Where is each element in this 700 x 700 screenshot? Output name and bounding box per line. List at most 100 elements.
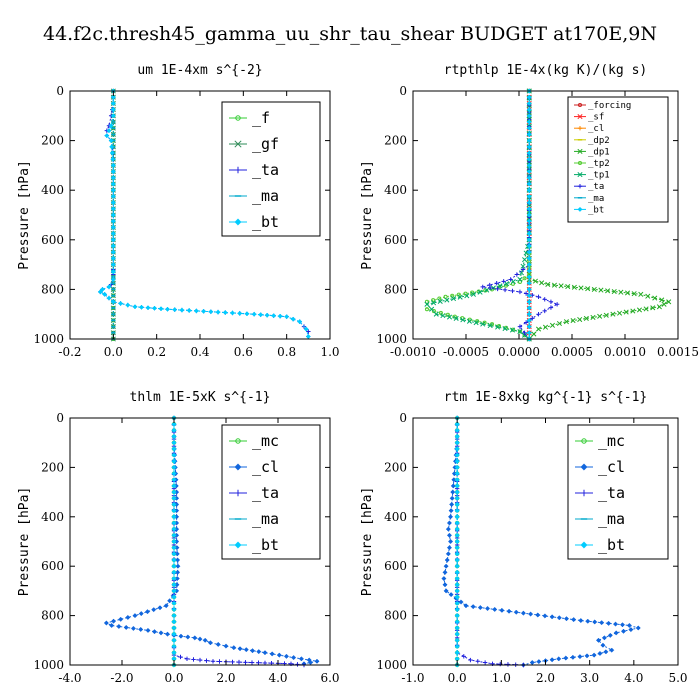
legend-label: _cl xyxy=(598,458,625,476)
legend-label: _mc xyxy=(598,432,625,450)
data-point xyxy=(167,598,173,604)
data-point xyxy=(628,627,634,633)
data-point xyxy=(110,231,116,237)
data-point xyxy=(256,660,261,665)
data-point xyxy=(454,495,460,501)
data-point xyxy=(638,291,644,297)
data-point xyxy=(505,662,511,667)
data-point xyxy=(204,658,209,663)
data-point xyxy=(138,626,144,632)
y-tick-label: 600 xyxy=(41,233,64,247)
data-point xyxy=(526,224,532,230)
data-point xyxy=(477,605,483,611)
x-tick-label: 0.0000 xyxy=(498,345,540,359)
data-point xyxy=(454,563,460,569)
data-point xyxy=(570,654,576,660)
data-point xyxy=(171,483,177,489)
legend-marker xyxy=(580,489,588,497)
data-point xyxy=(244,311,250,317)
data-point xyxy=(171,557,177,563)
data-point xyxy=(197,657,203,663)
data-point xyxy=(542,613,548,619)
x-tick-label: -0.0005 xyxy=(443,345,489,359)
data-point xyxy=(151,629,158,635)
data-point xyxy=(171,619,177,625)
legend-label: _ta xyxy=(588,182,604,192)
data-point xyxy=(620,628,627,634)
plot-frame xyxy=(69,417,331,666)
data-point xyxy=(535,326,542,332)
data-point xyxy=(314,658,320,664)
data-point xyxy=(577,316,583,323)
data-point xyxy=(438,310,443,315)
data-point xyxy=(591,286,597,292)
data-point xyxy=(303,326,309,332)
data-point xyxy=(110,269,116,275)
data-point xyxy=(256,649,262,655)
x-tick-label: 5.0 xyxy=(668,671,687,685)
y-tick-label: 1000 xyxy=(376,332,407,346)
data-point xyxy=(171,588,177,594)
data-point xyxy=(171,631,177,637)
x-tick-label: 1.0 xyxy=(320,345,339,359)
data-point xyxy=(556,656,562,662)
data-point xyxy=(447,538,454,545)
legend: _f _gf _ta _ma _bt xyxy=(221,101,321,237)
data-point xyxy=(151,305,158,311)
x-tick-label: 0.0 xyxy=(104,345,123,359)
legend-marker xyxy=(234,166,242,174)
data-point xyxy=(458,599,464,605)
data-point xyxy=(549,614,555,620)
data-point xyxy=(217,659,222,664)
data-point xyxy=(526,169,532,175)
data-point xyxy=(526,138,532,144)
data-point xyxy=(517,324,523,329)
data-point xyxy=(551,282,558,288)
data-point xyxy=(110,175,116,181)
data-point xyxy=(443,588,449,594)
data-point xyxy=(424,301,430,307)
x-tick-label: 2.0 xyxy=(536,671,555,685)
data-point xyxy=(565,284,571,290)
data-point xyxy=(522,332,528,338)
data-point xyxy=(454,483,460,489)
x-tick-label: 0.0010 xyxy=(604,345,646,359)
data-point xyxy=(171,650,177,656)
x-tick-label: 6.0 xyxy=(320,671,339,685)
x-tick-label: -0.2 xyxy=(58,345,81,359)
data-point xyxy=(110,94,116,100)
data-point xyxy=(179,307,185,313)
data-point xyxy=(454,650,460,656)
data-point xyxy=(283,653,290,659)
data-point xyxy=(484,605,491,612)
data-point xyxy=(110,276,116,283)
data-point xyxy=(171,433,177,440)
data-point xyxy=(509,327,516,333)
data-point xyxy=(536,659,542,665)
x-tick-label: 1.0 xyxy=(492,671,511,685)
data-point xyxy=(578,617,584,624)
data-point xyxy=(118,616,124,622)
data-point xyxy=(450,489,456,495)
data-point xyxy=(171,526,177,532)
legend-marker xyxy=(577,172,583,178)
data-point xyxy=(450,483,456,489)
legend-marker xyxy=(577,206,583,212)
data-point xyxy=(264,312,270,318)
data-point xyxy=(110,299,116,305)
data-point xyxy=(513,609,519,615)
y-tick-label: 0 xyxy=(56,84,64,98)
legend-label: _bt xyxy=(588,205,604,215)
data-point xyxy=(130,625,136,631)
data-point xyxy=(643,306,649,312)
data-point xyxy=(590,314,596,320)
data-point xyxy=(258,312,264,318)
data-point xyxy=(470,604,476,610)
data-point xyxy=(496,323,502,329)
data-point xyxy=(197,636,203,642)
data-point xyxy=(526,218,532,224)
data-point xyxy=(526,255,532,261)
legend-label: _ma xyxy=(598,510,625,528)
data-point xyxy=(522,257,528,263)
data-point xyxy=(526,187,532,193)
